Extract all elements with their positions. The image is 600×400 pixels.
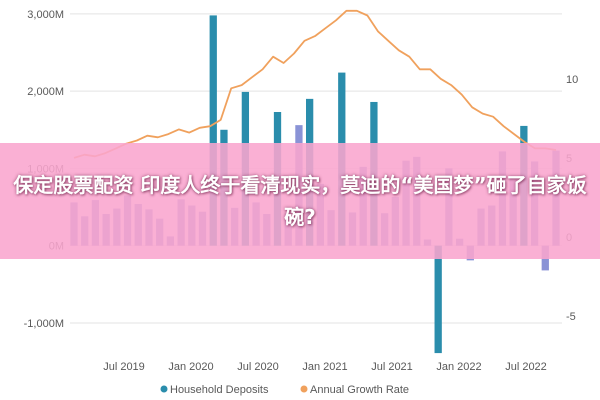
y-right-tick-label: 10 xyxy=(566,74,578,86)
legend-marker-household-deposits xyxy=(160,385,168,393)
legend-label-annual-growth-rate: Annual Growth Rate xyxy=(310,384,409,396)
x-tick-label: Jul 2021 xyxy=(371,361,413,373)
household-deposits-bar xyxy=(209,15,217,246)
x-tick-label: Jan 2022 xyxy=(436,361,481,373)
x-tick-label: Jan 2021 xyxy=(302,361,347,373)
headline-banner: 保定股票配资 印度人终于看清现实，莫迪的“美国梦”砸了自家饭碗? xyxy=(0,143,600,259)
legend-marker-annual-growth-rate xyxy=(300,385,308,393)
y-left-tick-label: 3,000M xyxy=(27,9,64,21)
legend-label-household-deposits: Household Deposits xyxy=(170,384,269,396)
headline-text: 保定股票配资 印度人终于看清现实，莫迪的“美国梦”砸了自家饭碗? xyxy=(13,173,587,229)
x-tick-label: Jan 2020 xyxy=(168,361,213,373)
annual-growth-rate-line xyxy=(73,9,557,159)
y-left-tick-label: -1,000M xyxy=(24,318,64,330)
x-tick-label: Jul 2020 xyxy=(237,361,279,373)
x-tick-label: Jul 2019 xyxy=(103,361,145,373)
x-tick-label: Jul 2022 xyxy=(505,361,547,373)
y-right-tick-label: -5 xyxy=(566,311,576,323)
household-deposits-bar xyxy=(434,245,442,354)
y-left-tick-label: 2,000M xyxy=(27,86,64,98)
